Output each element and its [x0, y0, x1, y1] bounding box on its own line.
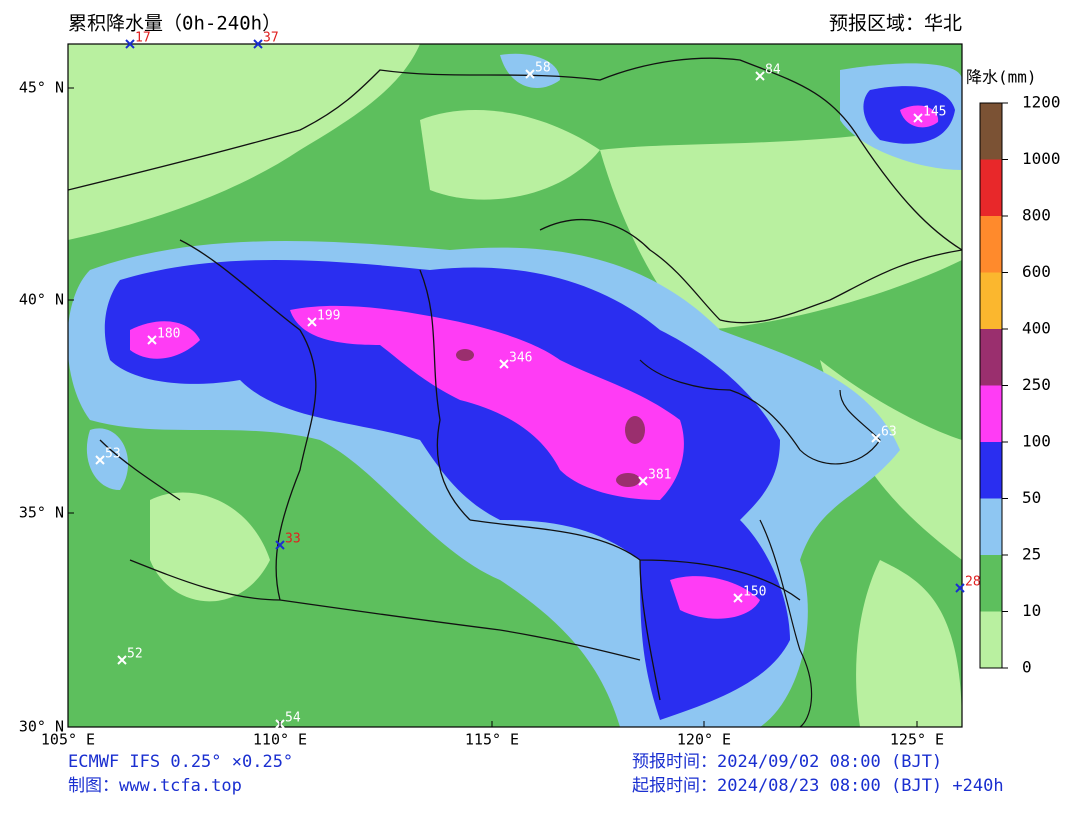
colorbar-label: 100 [1022, 432, 1051, 451]
init-time: 起报时间：2024/08/23 08:00 (BJT) +240h [632, 776, 1004, 796]
max-point: 346 [499, 351, 532, 369]
point-label: 150 [743, 585, 766, 600]
max-point: 17 [125, 31, 151, 49]
point-marker [525, 69, 535, 79]
point-marker [125, 39, 135, 49]
max-point: 199 [307, 309, 340, 327]
colorbar-label: 1200 [1022, 93, 1061, 112]
x-tick-label: 115° E [465, 731, 519, 749]
y-tick-label: 35° N [19, 504, 64, 522]
max-point: 33 [275, 532, 301, 550]
colorbar-label: 800 [1022, 206, 1051, 225]
colorbar-swatch [980, 329, 1002, 386]
point-marker [955, 583, 965, 593]
axes: 105° E 110° E 115° E 120° E 125° E 45° N 40° N… [19, 79, 944, 749]
colorbar-swatch [980, 216, 1002, 273]
point-marker [913, 113, 923, 123]
colorbar-label: 10 [1022, 601, 1041, 620]
max-point: 63 [871, 425, 897, 443]
colorbar-swatch [980, 555, 1002, 612]
point-marker [755, 71, 765, 81]
model: ECMWF IFS 0.25° ×0.25° [68, 752, 293, 772]
point-label: 381 [648, 468, 671, 483]
colorbar-swatch [980, 498, 1002, 555]
point-label: 58 [535, 61, 551, 76]
max-point: 58 [525, 61, 551, 79]
x-tick-label: 105° E [41, 731, 95, 749]
point-marker [499, 359, 509, 369]
max-point: 84 [755, 63, 781, 81]
colorbar-label: 0 [1022, 658, 1032, 677]
point-marker [147, 335, 157, 345]
map-field [68, 44, 962, 727]
colorbar-title: 降水(mm) [966, 68, 1037, 87]
point-marker [307, 317, 317, 327]
colorbar-swatch [980, 103, 1002, 160]
point-label: 63 [881, 425, 897, 440]
max-point: 180 [147, 327, 180, 345]
colorbar-swatch [980, 272, 1002, 329]
colorbar-label: 250 [1022, 375, 1051, 394]
valid-time: 预报时间：2024/09/02 08:00 (BJT) [632, 752, 942, 772]
point-marker [253, 39, 263, 49]
max-point: 150 [733, 585, 766, 603]
point-marker [733, 593, 743, 603]
max-points: 17 37 58 84 145 180 199 346 381 63 53 33 150 28 52 54 [95, 31, 981, 729]
point-label: 52 [127, 647, 143, 662]
colorbar-label: 25 [1022, 545, 1041, 564]
point-label: 37 [263, 31, 279, 46]
max-point: 52 [117, 647, 143, 665]
colorbar-label: 600 [1022, 262, 1051, 281]
y-tick-label: 45° N [19, 79, 64, 97]
point-marker [117, 655, 127, 665]
colorbar-frame [979, 102, 1003, 669]
y-tick-label: 30° N [19, 718, 64, 736]
max-point: 145 [913, 105, 946, 123]
point-marker [275, 540, 285, 550]
colorbar: 0 10 25 50 100 250 400 600 800 1000 1200 [979, 93, 1061, 677]
region: 预报区域：华北 [829, 13, 962, 35]
point-marker [871, 433, 881, 443]
point-label: 180 [157, 327, 180, 342]
point-label: 53 [105, 447, 121, 462]
point-marker [638, 476, 648, 486]
max-point: 28 [955, 575, 981, 593]
point-label: 33 [285, 532, 301, 547]
x-tick-label: 125° E [890, 731, 944, 749]
max-point: 381 [638, 468, 671, 486]
colorbar-swatch [980, 159, 1002, 216]
point-label: 199 [317, 309, 340, 324]
colorbar-label: 50 [1022, 488, 1041, 507]
colorbar-swatch [980, 611, 1002, 668]
point-marker [95, 455, 105, 465]
x-tick-label: 120° E [677, 731, 731, 749]
point-label: 28 [965, 575, 981, 590]
point-label: 346 [509, 351, 532, 366]
colorbar-label: 400 [1022, 319, 1051, 338]
max-point: 37 [253, 31, 279, 49]
title: 累积降水量（0h-240h） [68, 13, 281, 35]
map-frame [67, 43, 963, 728]
max-point: 53 [95, 447, 121, 465]
colorbar-swatch [980, 385, 1002, 442]
point-label: 145 [923, 105, 946, 120]
colorbar-label: 1000 [1022, 149, 1061, 168]
y-tick-label: 40° N [19, 291, 64, 309]
point-label: 84 [765, 63, 781, 78]
point-label: 17 [135, 31, 151, 46]
x-tick-label: 110° E [253, 731, 307, 749]
maker: 制图：www.tcfa.top [68, 776, 242, 796]
point-label: 54 [285, 711, 301, 726]
colorbar-swatch [980, 442, 1002, 499]
